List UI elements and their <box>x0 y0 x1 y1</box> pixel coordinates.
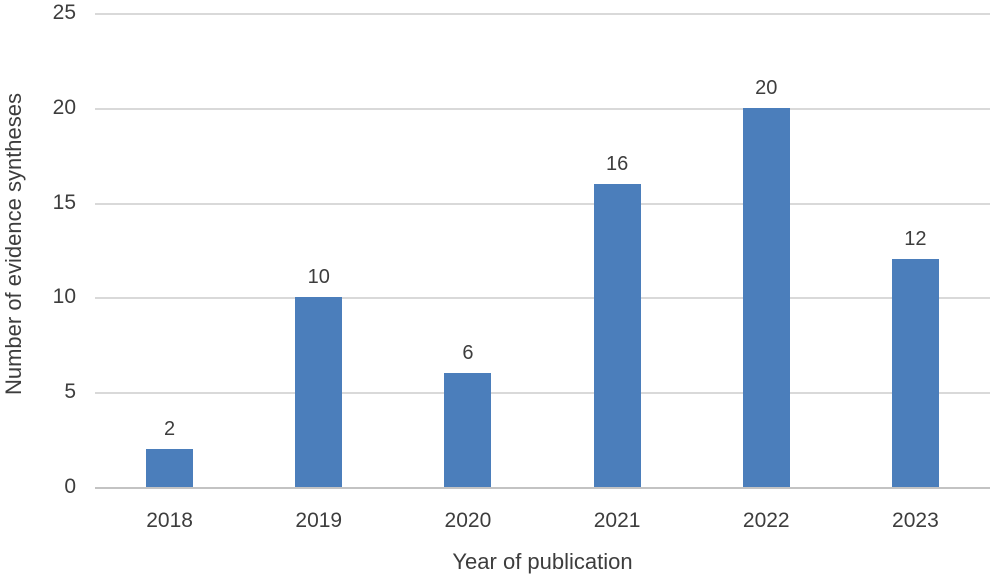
data-label-2018: 2 <box>164 418 176 441</box>
data-label-2019: 10 <box>307 266 330 289</box>
y-tick-label-20: 20 <box>52 95 76 119</box>
gridline-5 <box>95 392 990 395</box>
y-axis-title: Number of evidence syntheses <box>1 92 26 396</box>
gridline-25 <box>95 13 990 15</box>
x-tick-label-2020: 2020 <box>444 509 492 532</box>
y-tick-label-25: 25 <box>52 1 76 24</box>
gridline-15 <box>95 202 990 205</box>
y-tick-label-10: 10 <box>52 285 76 309</box>
x-tick-label-2019: 2019 <box>295 509 343 532</box>
x-tick-label-2022: 2022 <box>742 509 790 532</box>
gridline-20 <box>95 107 990 110</box>
data-label-2022: 20 <box>755 76 778 99</box>
bar-2023 <box>891 259 939 487</box>
y-tick-label-5: 5 <box>64 380 76 404</box>
gridline-10 <box>95 297 990 300</box>
data-label-2023: 12 <box>904 228 927 251</box>
bar-2020 <box>444 373 492 487</box>
data-label-2020: 6 <box>462 342 474 365</box>
y-tick-label-15: 15 <box>52 190 76 214</box>
x-axis-tick-labels: 2018 2019 2020 2021 2022 2023 <box>0 508 996 536</box>
plot-area: 2 10 6 16 20 12 <box>95 13 990 489</box>
x-tick-label-2018: 2018 <box>146 509 193 532</box>
data-label-2021: 16 <box>605 152 629 175</box>
x-tick-label-2021: 2021 <box>593 509 641 532</box>
bar-2019 <box>295 297 343 487</box>
x-tick-label-2023: 2023 <box>892 509 939 532</box>
x-axis-title: Year of publication <box>452 549 633 574</box>
x-axis-line <box>95 487 990 489</box>
bar-2021 <box>593 183 641 487</box>
bar-2018 <box>146 449 194 487</box>
y-tick-label-0: 0 <box>64 475 76 498</box>
bar-2022 <box>742 107 790 487</box>
